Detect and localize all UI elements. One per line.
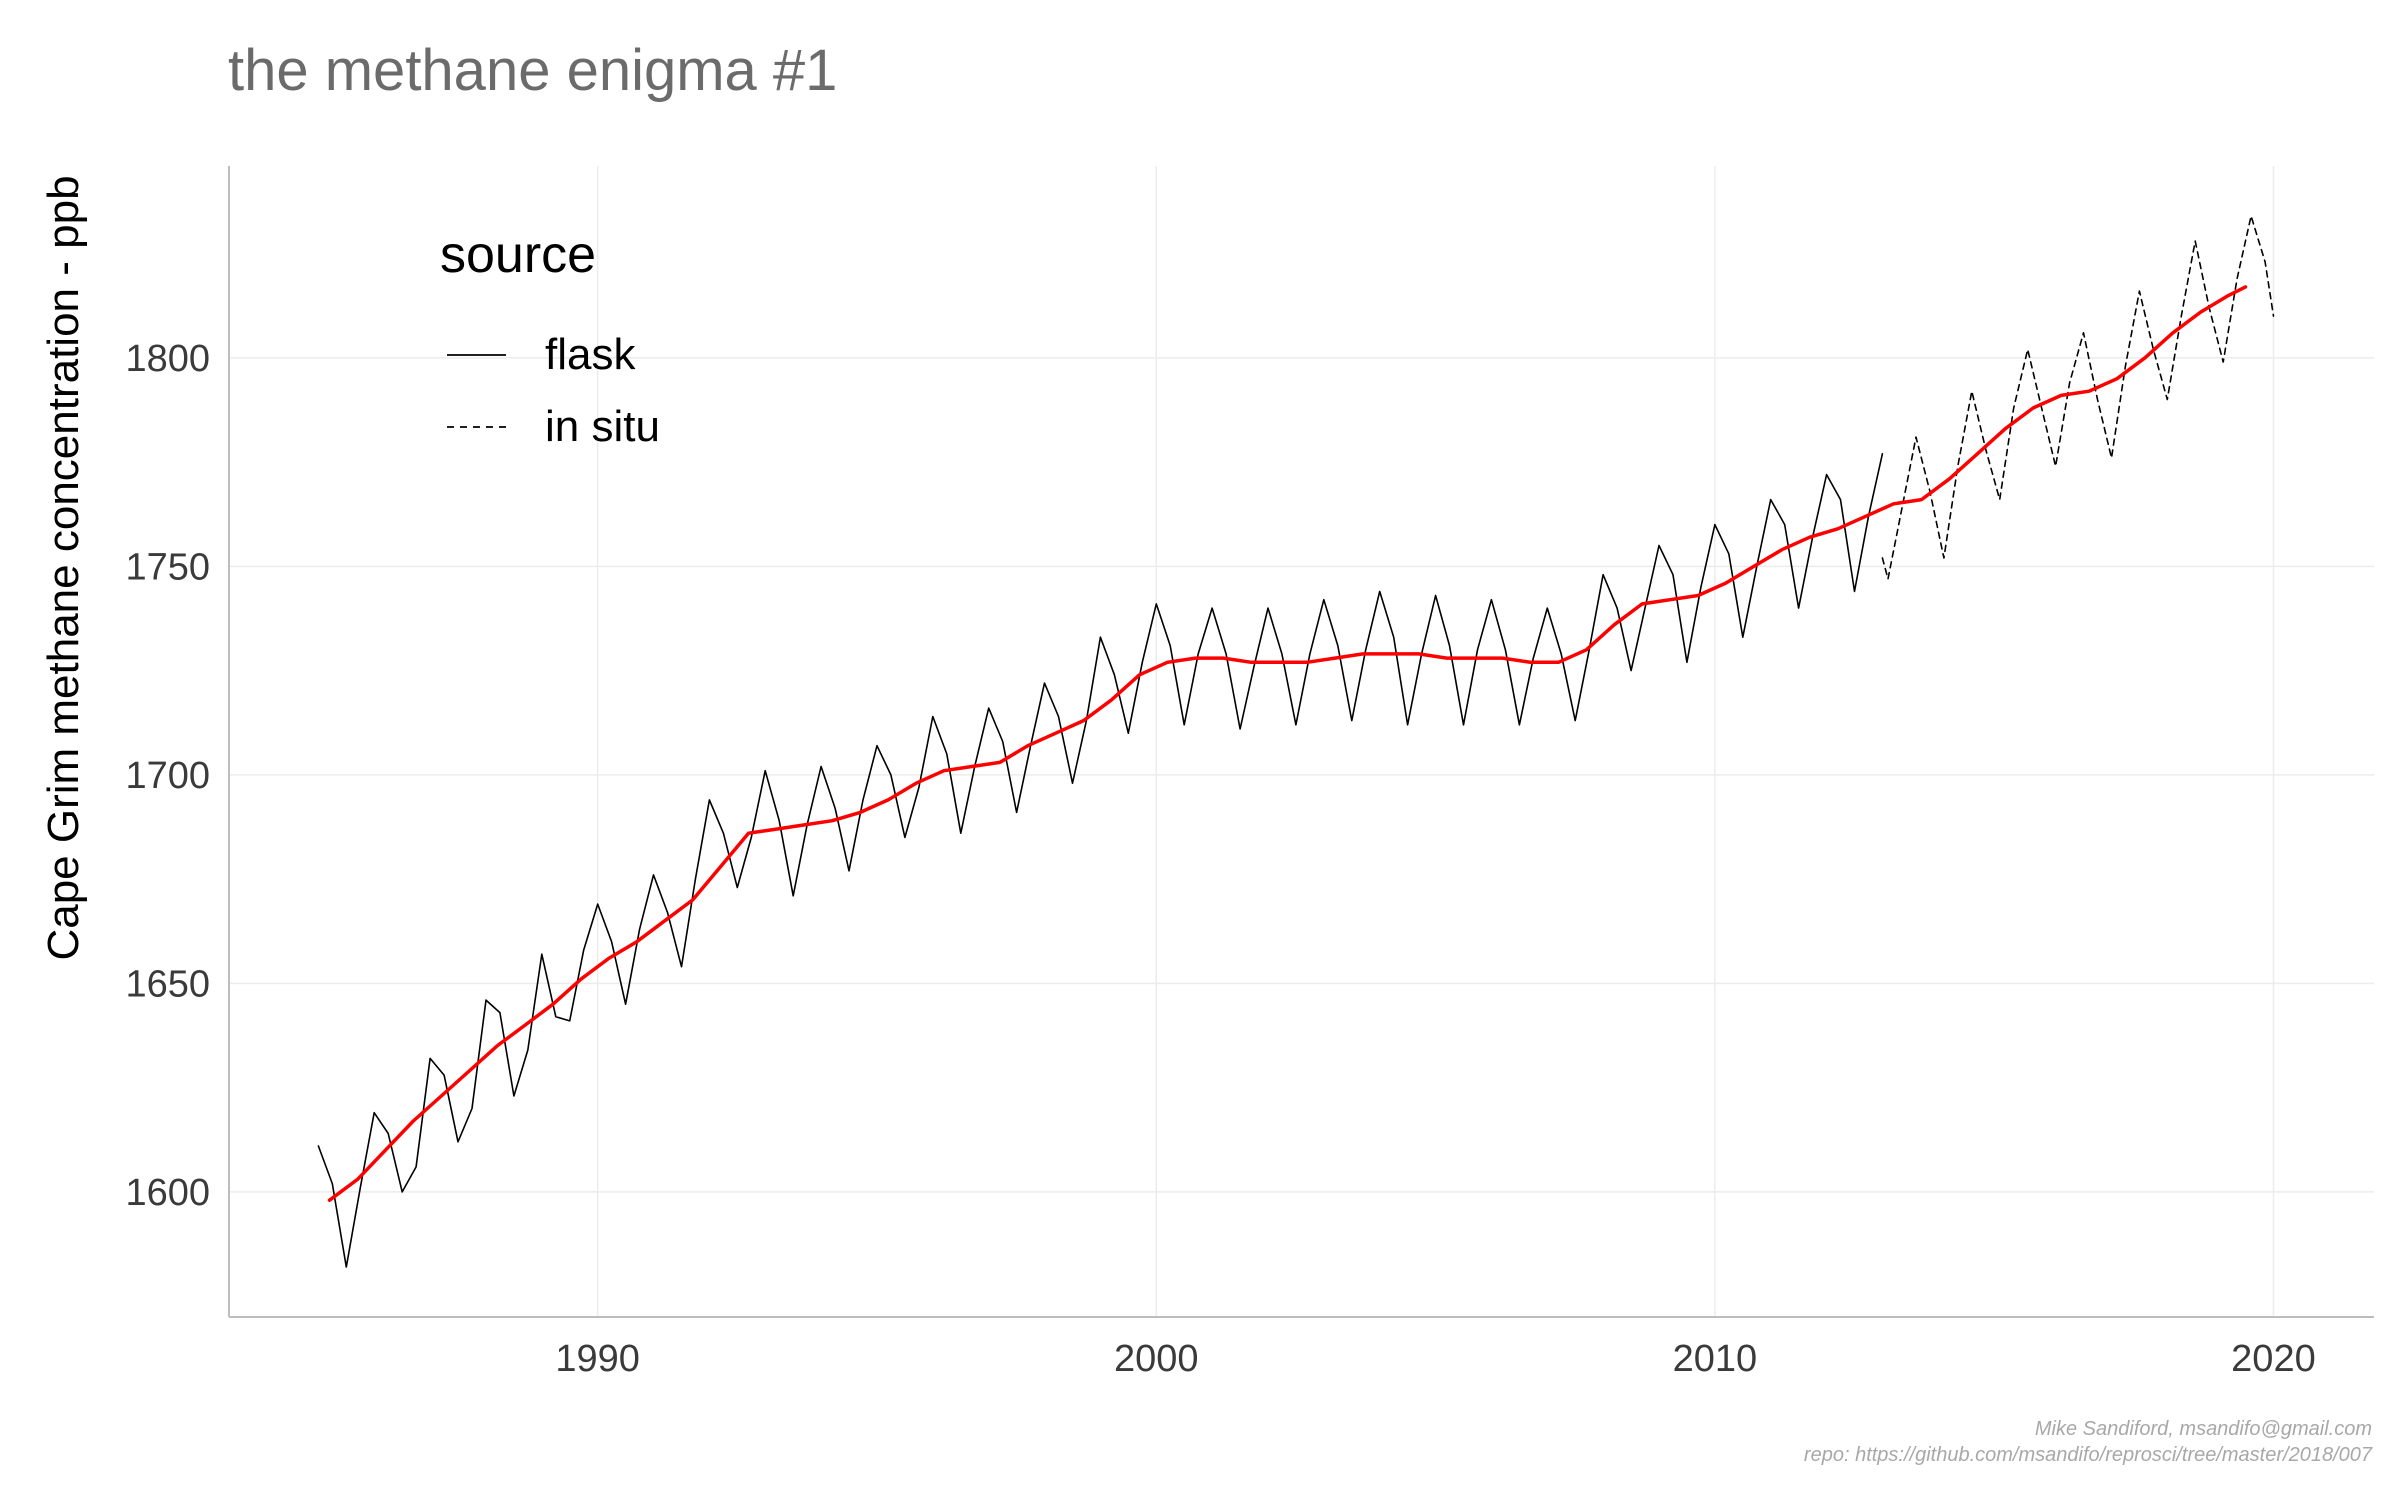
tick-labels: 1600 1650 1700 1750 1800 1990 2000 2010 2020 xyxy=(125,338,2315,1380)
y-tick-label: 1800 xyxy=(125,338,210,380)
caption-repo: repo: https://github.com/msandifo/repros… xyxy=(1804,1444,2373,1466)
chart-title: the methane enigma #1 xyxy=(228,38,837,103)
series-line-trend xyxy=(327,285,2248,1202)
x-tick-label: 2020 xyxy=(2231,1338,2316,1380)
axes xyxy=(228,166,2374,1318)
y-axis-title: Cape Grim methane concentration - ppb xyxy=(39,175,88,960)
y-tick-label: 1700 xyxy=(125,755,210,797)
legend-label-flask: flask xyxy=(545,330,636,379)
legend-label-in-situ: in situ xyxy=(545,402,660,451)
y-tick-label: 1650 xyxy=(125,963,210,1005)
legend: source flask in situ xyxy=(440,226,660,451)
y-tick-label: 1600 xyxy=(125,1172,210,1214)
series xyxy=(317,215,2275,1268)
x-tick-label: 1990 xyxy=(555,1338,640,1380)
series-line-in-situ xyxy=(1881,215,2275,580)
y-tick-label: 1750 xyxy=(125,546,210,588)
caption-author: Mike Sandiford, msandifo@gmail.com xyxy=(2035,1418,2372,1440)
legend-title: source xyxy=(440,226,596,284)
series-line-flask xyxy=(317,452,1884,1268)
x-tick-label: 2010 xyxy=(1673,1338,1758,1380)
grid xyxy=(229,166,2374,1317)
x-tick-label: 2000 xyxy=(1114,1338,1199,1380)
